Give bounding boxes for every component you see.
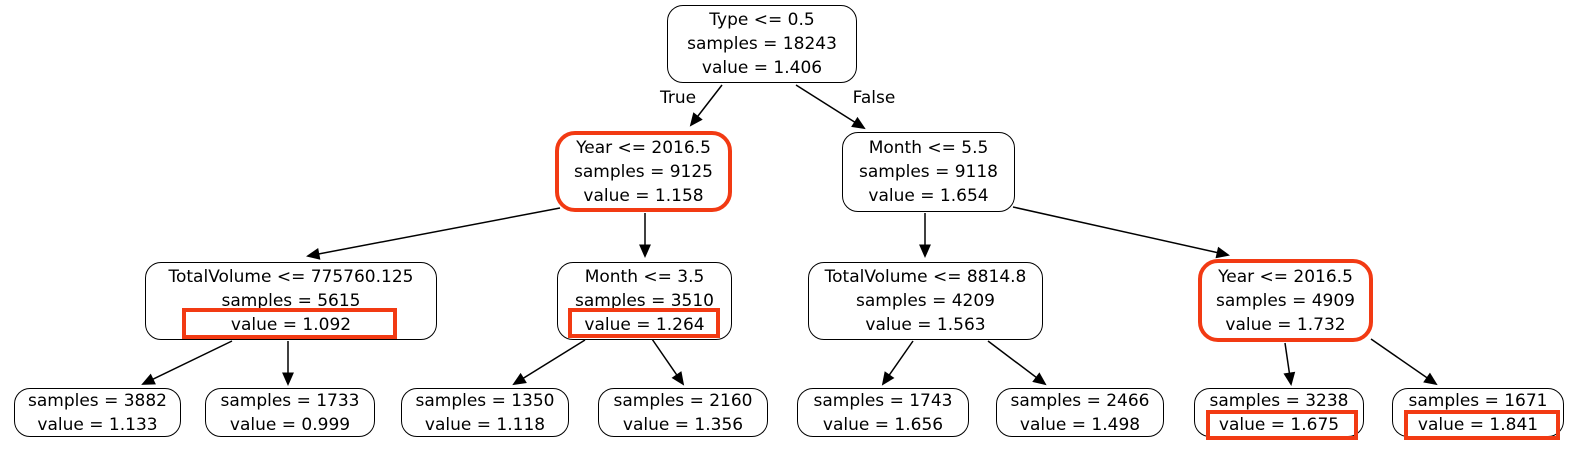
- node-samples: samples = 9125: [574, 161, 713, 182]
- node-samples: samples = 5615: [221, 291, 361, 311]
- tree-node-month-5-5: Month <= 5.5 samples = 9118 value = 1.65…: [842, 132, 1015, 212]
- tree-node-totalvolume-775760: TotalVolume <= 775760.125 samples = 5615…: [145, 262, 437, 340]
- tree-leaf-6: samples = 2466 value = 1.498: [996, 388, 1164, 437]
- tree-node-year-left-highlighted: Year <= 2016.5 samples = 9125 value = 1.…: [555, 131, 732, 212]
- node-samples: samples = 1733: [220, 390, 360, 411]
- node-samples: samples = 3882: [28, 390, 167, 411]
- node-condition: Month <= 3.5: [584, 267, 705, 287]
- node-condition: TotalVolume <= 775760.125: [168, 267, 414, 287]
- value-highlight-box-leaf-7: [1206, 410, 1358, 440]
- node-value: value = 1.732: [1225, 314, 1346, 335]
- node-condition: Month <= 5.5: [868, 138, 989, 158]
- node-value: value = 1.133: [37, 414, 158, 435]
- value-highlight-box-month-3-5: [568, 308, 720, 338]
- tree-leaf-5: samples = 1743 value = 1.656: [797, 388, 969, 437]
- node-value: value = 1.092: [230, 315, 352, 335]
- node-value: value = 1.158: [583, 185, 704, 206]
- node-value: value = 0.999: [229, 414, 351, 435]
- node-value: value = 1.841: [1417, 414, 1539, 435]
- node-samples: samples = 3238: [1209, 390, 1349, 411]
- value-highlight-box-totalvolume-775760: [182, 308, 397, 339]
- node-samples: samples = 4209: [856, 291, 995, 311]
- tree-leaf-2: samples = 1733 value = 0.999: [205, 388, 375, 437]
- value-highlight-box-leaf-8: [1404, 410, 1560, 440]
- edge-label-true: True: [659, 88, 697, 108]
- node-value: value = 1.563: [865, 315, 986, 335]
- node-condition: TotalVolume <= 8814.8: [824, 267, 1027, 287]
- tree-leaf-3: samples = 1350 value = 1.118: [401, 388, 569, 437]
- tree-node-year-right-highlighted: Year <= 2016.5 samples = 4909 value = 1.…: [1198, 259, 1373, 342]
- node-samples: samples = 2466: [1010, 390, 1150, 411]
- node-samples: samples = 1350: [415, 390, 555, 411]
- node-value: value = 1.675: [1218, 414, 1340, 435]
- node-samples: samples = 2160: [613, 390, 753, 411]
- node-value: value = 1.406: [701, 58, 823, 78]
- tree-node-root: Type <= 0.5 samples = 18243 value = 1.40…: [667, 5, 857, 83]
- node-condition: Year <= 2016.5: [576, 137, 711, 158]
- node-value: value = 1.654: [868, 186, 989, 206]
- node-value: value = 1.264: [584, 315, 705, 335]
- node-value: value = 1.118: [424, 414, 546, 435]
- node-samples: samples = 1743: [813, 390, 953, 411]
- edge-label-false: False: [852, 88, 896, 108]
- node-samples: samples = 3510: [575, 291, 714, 311]
- node-condition: Year <= 2016.5: [1218, 266, 1353, 287]
- tree-node-totalvolume-8814: TotalVolume <= 8814.8 samples = 4209 val…: [808, 262, 1043, 340]
- node-value: value = 1.656: [822, 414, 944, 435]
- tree-leaf-4: samples = 2160 value = 1.356: [598, 388, 768, 437]
- node-samples: samples = 9118: [859, 162, 998, 182]
- tree-leaf-1: samples = 3882 value = 1.133: [14, 388, 181, 437]
- node-samples: samples = 18243: [687, 34, 837, 54]
- tree-node-month-3-5: Month <= 3.5 samples = 3510 value = 1.26…: [557, 262, 732, 340]
- node-condition: Type <= 0.5: [709, 10, 815, 30]
- node-value: value = 1.356: [622, 414, 744, 435]
- node-samples: samples = 4909: [1216, 290, 1355, 311]
- node-samples: samples = 1671: [1408, 390, 1548, 411]
- node-value: value = 1.498: [1019, 414, 1141, 435]
